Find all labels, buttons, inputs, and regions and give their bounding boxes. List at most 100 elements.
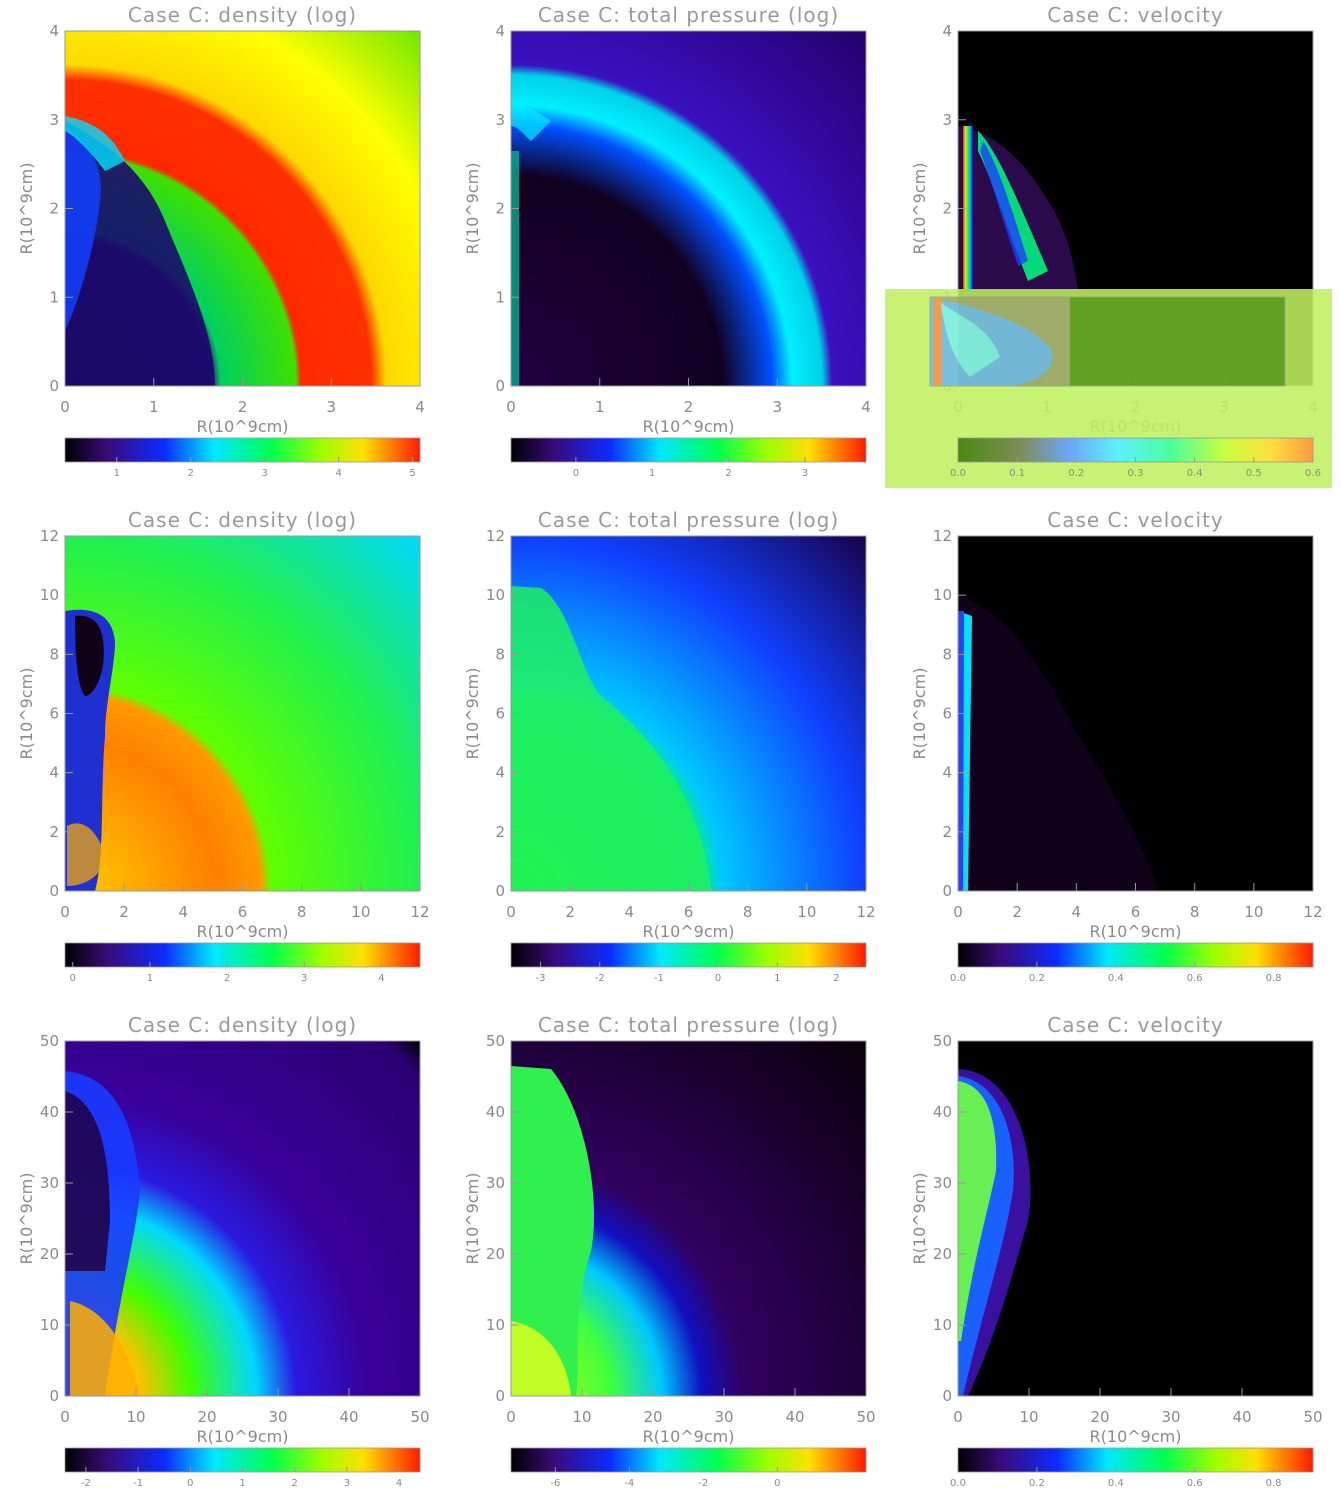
x-tick-label: 2 xyxy=(684,398,694,416)
colorbar-tick-label: 2 xyxy=(188,468,194,479)
plot-frame xyxy=(510,1040,867,1397)
colorbar-tick-label: -4 xyxy=(624,1478,634,1489)
x-axis-label: R(10^9cm) xyxy=(1090,1427,1182,1446)
x-tick-label: 12 xyxy=(856,903,875,921)
x-tick-label: 40 xyxy=(785,1408,804,1426)
colorbar-tick-label: 0.5 xyxy=(1246,468,1262,479)
y-tick-label: 40 xyxy=(933,1103,952,1121)
colorbar-tick-label: 0.1 xyxy=(1009,468,1025,479)
colorbar-tick-label: 3 xyxy=(301,973,307,984)
x-tick-label: 10 xyxy=(572,1408,591,1426)
colorbar-tick-label: 4 xyxy=(335,468,341,479)
y-tick-label: 0 xyxy=(49,882,59,900)
x-axis-label: R(10^9cm) xyxy=(197,1427,289,1446)
x-tick-label: 20 xyxy=(197,1408,216,1426)
colorbar-tick-label: 0 xyxy=(187,1478,193,1489)
panel-title: Case C: density (log) xyxy=(128,1013,357,1037)
y-tick-label: 4 xyxy=(942,764,952,782)
plot-frame xyxy=(64,1040,421,1397)
colorbar-tick-label: 0.2 xyxy=(1029,1478,1045,1489)
colorbar-tick-label: 5 xyxy=(409,468,415,479)
x-tick-label: 4 xyxy=(861,398,871,416)
y-axis-label: R(10^9cm) xyxy=(463,668,482,760)
y-tick-label: 12 xyxy=(486,527,505,545)
x-tick-label: 10 xyxy=(126,1408,145,1426)
colorbar-tick-label: 3 xyxy=(802,468,808,479)
x-tick-label: 2 xyxy=(238,398,248,416)
y-tick-label: 8 xyxy=(495,645,505,663)
y-tick-label: 50 xyxy=(933,1032,952,1050)
panel-title: Case C: velocity xyxy=(1047,1013,1224,1037)
panel-1: Case C: density (log) 0 1 2 3 4 0 1 2 3 4 R(10^9cm)… xyxy=(17,3,425,479)
y-tick-label: 2 xyxy=(49,200,59,218)
plot-frame xyxy=(957,1040,1314,1397)
colorbar-tick-label: 0.0 xyxy=(950,1478,966,1489)
y-tick-label: 0 xyxy=(495,882,505,900)
x-axis-label: R(10^9cm) xyxy=(197,922,289,941)
panel-7: Case C: density (log)0 10 20 30 40 5001020304… xyxy=(17,1013,430,1489)
heatmap-image xyxy=(511,31,866,386)
x-tick-label: 0 xyxy=(506,1408,516,1426)
y-tick-label: 1 xyxy=(495,288,505,306)
x-tick-label: 10 xyxy=(1244,903,1263,921)
x-tick-label: 6 xyxy=(684,903,694,921)
panel-title: Case C: density (log) xyxy=(128,508,357,532)
y-tick-label: 2 xyxy=(942,823,952,841)
colorbar-tick-label: 2 xyxy=(833,973,839,984)
x-tick-label: 20 xyxy=(1090,1408,1109,1426)
y-tick-label: 8 xyxy=(49,645,59,663)
colorbar-tick-label: 0.8 xyxy=(1266,973,1282,984)
x-tick-label: 30 xyxy=(1161,1408,1180,1426)
x-tick-label: 4 xyxy=(179,903,189,921)
y-tick-label: 6 xyxy=(495,705,505,723)
x-axis-label: R(10^9cm) xyxy=(643,1427,735,1446)
x-tick-label: 10 xyxy=(351,903,370,921)
y-tick-label: 10 xyxy=(486,1316,505,1334)
x-tick-label: 12 xyxy=(410,903,429,921)
x-tick-label: 4 xyxy=(1072,903,1082,921)
colorbar-tick-label: 2 xyxy=(725,468,731,479)
x-axis-label: R(10^9cm) xyxy=(643,922,735,941)
colorbar xyxy=(64,437,421,463)
y-tick-label: 0 xyxy=(495,1387,505,1405)
panel-title: Case C: density (log) xyxy=(128,3,357,27)
x-tick-label: 8 xyxy=(1190,903,1200,921)
y-axis-label: R(10^9cm) xyxy=(463,163,482,255)
y-tick-label: 2 xyxy=(49,823,59,841)
colorbar-tick-label: 0.2 xyxy=(1068,468,1084,479)
heatmap-image xyxy=(65,536,420,891)
heatmap-image xyxy=(511,536,866,891)
x-tick-label: 4 xyxy=(625,903,635,921)
y-tick-label: 10 xyxy=(933,1316,952,1334)
colorbar-tick-label: 0.6 xyxy=(1305,468,1321,479)
x-axis-label: R(10^9cm) xyxy=(643,417,735,436)
y-tick-label: 3 xyxy=(49,111,59,129)
y-tick-label: 20 xyxy=(486,1245,505,1263)
panel-title: Case C: velocity xyxy=(1047,3,1224,27)
y-axis-label: R(10^9cm) xyxy=(17,668,36,760)
colorbar-tick-label: -2 xyxy=(595,973,605,984)
y-tick-label: 4 xyxy=(49,764,59,782)
overlay-plot-fragment xyxy=(929,296,1286,387)
colorbar-tick-label: 1 xyxy=(649,468,655,479)
colorbar-tick-label: 0.2 xyxy=(1029,973,1045,984)
y-tick-label: 0 xyxy=(942,882,952,900)
x-tick-label: 30 xyxy=(268,1408,287,1426)
panel-8: Case C: total pressure (log) 0 10 20 30 40 50 0… xyxy=(463,1013,876,1489)
x-axis-label: R(10^9cm) xyxy=(197,417,289,436)
panel-title: Case C: total pressure (log) xyxy=(538,3,839,27)
x-tick-label: 0 xyxy=(60,398,70,416)
y-tick-label: 30 xyxy=(486,1174,505,1192)
colorbar-tick-label: 0 xyxy=(774,1478,780,1489)
colorbar-tick-label: 0.6 xyxy=(1187,973,1203,984)
colorbar-tick-label: 2 xyxy=(292,1478,298,1489)
colorbar-tick-label: 1 xyxy=(147,973,153,984)
colorbar xyxy=(510,942,867,968)
x-tick-label: 6 xyxy=(1131,903,1141,921)
y-tick-label: 20 xyxy=(40,1245,59,1263)
panel-2: Case C: total pressure (log) 0 1 2 3 4 0 1 2 3 4 R(… xyxy=(463,3,871,479)
x-tick-label: 0 xyxy=(953,903,963,921)
heatmap-image xyxy=(958,536,1313,891)
colorbar-tick-label: 0 xyxy=(70,973,76,984)
